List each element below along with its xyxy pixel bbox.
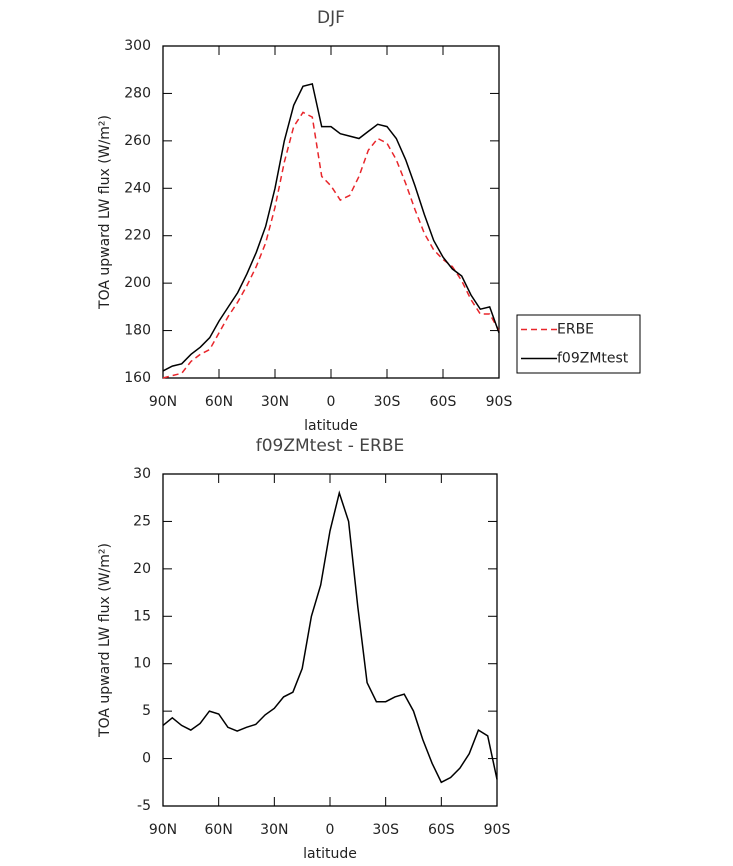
y-tick-label: 10 (133, 656, 151, 672)
y-tick-label: 220 (124, 228, 151, 244)
x-tick-label: 30S (372, 822, 399, 838)
x-tick-label: 60S (428, 822, 455, 838)
legend-box (516, 314, 641, 374)
x-tick-label: 90N (149, 394, 177, 410)
y-tick-label: 20 (133, 561, 151, 577)
y-tick-label: 280 (124, 85, 151, 101)
legend-label: ERBE (557, 322, 594, 338)
chart-title: DJF (317, 8, 345, 28)
x-tick-label: 60N (205, 822, 233, 838)
y-tick-label: 200 (124, 275, 151, 291)
y-tick-label: 30 (133, 466, 151, 482)
x-axis-label: latitude (304, 418, 358, 434)
x-tick-label: 60N (205, 394, 233, 410)
x-tick-label: 0 (327, 394, 336, 410)
y-tick-label: 160 (124, 370, 151, 386)
x-tick-label: 90N (149, 822, 177, 838)
y-tick-label: 0 (142, 751, 151, 767)
y-tick-label: 15 (133, 608, 151, 624)
x-tick-label: 30N (261, 394, 289, 410)
data-line (162, 111, 500, 379)
plot-frame (162, 473, 498, 807)
y-axis-label: TOA upward LW flux (W/m²) (97, 543, 113, 738)
plot-frame (162, 45, 500, 379)
y-tick-label: 5 (142, 703, 151, 719)
x-tick-label: 30N (260, 822, 288, 838)
y-tick-label: 180 (124, 323, 151, 339)
legend-label: f09ZMtest (557, 351, 629, 367)
data-line (162, 82, 500, 372)
x-tick-label: 0 (326, 822, 335, 838)
x-tick-label: 90S (486, 394, 513, 410)
y-tick-label: 240 (124, 180, 151, 196)
x-tick-label: 90S (484, 822, 511, 838)
x-axis-label: latitude (303, 846, 357, 862)
x-tick-label: 60S (430, 394, 457, 410)
chart-title: f09ZMtest - ERBE (256, 436, 404, 456)
y-tick-label: 25 (133, 513, 151, 529)
y-tick-label: 300 (124, 38, 151, 54)
y-tick-label: -5 (137, 798, 151, 814)
y-axis-label: TOA upward LW flux (W/m²) (97, 115, 113, 310)
x-tick-label: 30S (374, 394, 401, 410)
y-tick-label: 260 (124, 133, 151, 149)
data-line (162, 490, 498, 784)
